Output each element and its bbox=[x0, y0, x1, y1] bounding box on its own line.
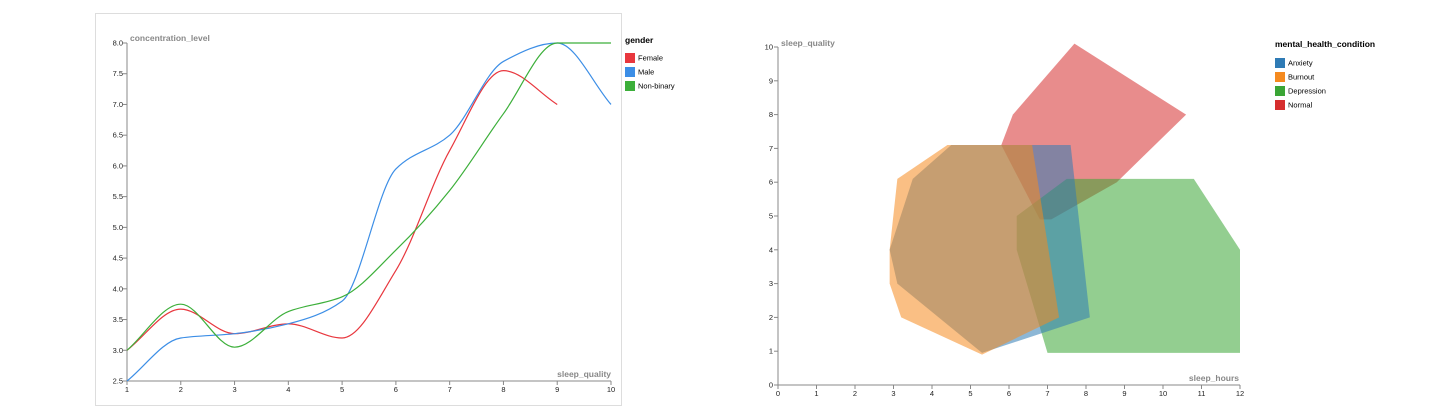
x-tick-label: 10 bbox=[1159, 389, 1167, 398]
x-tick-label: 8 bbox=[1084, 389, 1088, 398]
legend-title: gender bbox=[625, 35, 654, 45]
line-series-non-binary bbox=[126, 42, 611, 351]
y-tick-label: 0 bbox=[769, 381, 773, 390]
y-tick-label: 1 bbox=[769, 347, 773, 356]
x-axis-title: sleep_quality bbox=[557, 369, 611, 379]
x-axis: 0 1 2 3 4 5 6 7 8 9 10 11 12 bbox=[776, 384, 1244, 398]
x-tick-label: 3 bbox=[232, 385, 236, 394]
x-tick-label: 9 bbox=[1122, 389, 1126, 398]
y-tick-label: 3.5 bbox=[113, 315, 123, 324]
y-tick-label: 6 bbox=[769, 178, 773, 187]
legend-swatch-burnout bbox=[1275, 72, 1285, 82]
area-series-burnout bbox=[889, 145, 1060, 355]
concentration-line-chart: 1 2 3 4 5 6 7 8 9 10 2.5 3.0 3.5 4.0 4.5 5.0 5.5 6.0 6.5 7… bbox=[95, 13, 675, 406]
legend-label-normal: Normal bbox=[1288, 101, 1313, 110]
area-series-group bbox=[889, 43, 1240, 355]
legend-title: mental_health_condition bbox=[1275, 39, 1375, 49]
y-tick-label: 8 bbox=[769, 110, 773, 119]
x-tick-label: 1 bbox=[125, 385, 129, 394]
legend-label-depression: Depression bbox=[1288, 87, 1326, 96]
y-tick-label: 10 bbox=[765, 43, 773, 52]
x-tick-label: 9 bbox=[555, 385, 559, 394]
x-tick-label: 7 bbox=[1045, 389, 1049, 398]
legend-label-burnout: Burnout bbox=[1288, 73, 1315, 82]
x-tick-label: 3 bbox=[891, 389, 895, 398]
x-tick-label: 2 bbox=[853, 389, 857, 398]
x-tick-label: 4 bbox=[286, 385, 290, 394]
x-tick-label: 0 bbox=[776, 389, 780, 398]
y-tick-label: 4.0 bbox=[113, 284, 123, 293]
x-tick-label: 12 bbox=[1236, 389, 1244, 398]
legend-label-male: Male bbox=[638, 68, 654, 77]
legend-swatch-depression bbox=[1275, 86, 1285, 96]
x-tick-label: 4 bbox=[930, 389, 934, 398]
x-tick-label: 10 bbox=[607, 385, 615, 394]
y-tick-label: 6.0 bbox=[113, 161, 123, 170]
chart-frame bbox=[95, 13, 622, 406]
legend: gender Female Male Non-binary bbox=[625, 35, 675, 91]
y-tick-label: 6.5 bbox=[113, 131, 123, 140]
x-tick-label: 1 bbox=[814, 389, 818, 398]
y-tick-label: 5.5 bbox=[113, 192, 123, 201]
y-axis-title: concentration_level bbox=[130, 33, 210, 43]
y-tick-label: 5 bbox=[769, 212, 773, 221]
legend-label-female: Female bbox=[638, 54, 663, 63]
x-tick-label: 8 bbox=[501, 385, 505, 394]
y-tick-label: 3.0 bbox=[113, 346, 123, 355]
x-tick-label: 2 bbox=[179, 385, 183, 394]
y-tick-label: 7 bbox=[769, 144, 773, 153]
y-tick-label: 4 bbox=[769, 245, 773, 254]
x-tick-label: 5 bbox=[968, 389, 972, 398]
y-tick-label: 4.5 bbox=[113, 254, 123, 263]
y-tick-label: 2.5 bbox=[113, 377, 123, 386]
y-tick-label: 3 bbox=[769, 279, 773, 288]
y-tick-label: 7.0 bbox=[113, 100, 123, 109]
y-tick-label: 8.0 bbox=[113, 39, 123, 48]
x-tick-label: 7 bbox=[448, 385, 452, 394]
legend-label-anxiety: Anxiety bbox=[1288, 59, 1313, 68]
x-tick-label: 6 bbox=[1007, 389, 1011, 398]
legend-swatch-male bbox=[625, 67, 635, 77]
y-axis: 2.5 3.0 3.5 4.0 4.5 5.0 5.5 6.0 6.5 7.0 7.5 8.0 bbox=[113, 39, 128, 386]
line-series-male bbox=[126, 42, 612, 382]
y-tick-label: 5.0 bbox=[113, 223, 123, 232]
legend-swatch-female bbox=[625, 53, 635, 63]
legend-label-non-binary: Non-binary bbox=[638, 82, 675, 91]
y-axis: 0 1 2 3 4 5 6 7 8 9 10 bbox=[765, 43, 779, 390]
x-axis: 1 2 3 4 5 6 7 8 9 10 bbox=[125, 380, 615, 394]
x-axis-title: sleep_hours bbox=[1189, 373, 1239, 383]
x-tick-label: 5 bbox=[340, 385, 344, 394]
legend: mental_health_condition Anxiety Burnout De… bbox=[1275, 39, 1375, 110]
y-axis-title: sleep_quality bbox=[781, 38, 835, 48]
legend-swatch-non-binary bbox=[625, 81, 635, 91]
x-tick-label: 11 bbox=[1198, 389, 1206, 398]
legend-swatch-normal bbox=[1275, 100, 1285, 110]
y-tick-label: 2 bbox=[769, 313, 773, 322]
line-series-group bbox=[126, 42, 612, 382]
y-tick-label: 9 bbox=[769, 76, 773, 85]
legend-swatch-anxiety bbox=[1275, 58, 1285, 68]
x-tick-label: 6 bbox=[394, 385, 398, 394]
y-tick-label: 7.5 bbox=[113, 69, 123, 78]
